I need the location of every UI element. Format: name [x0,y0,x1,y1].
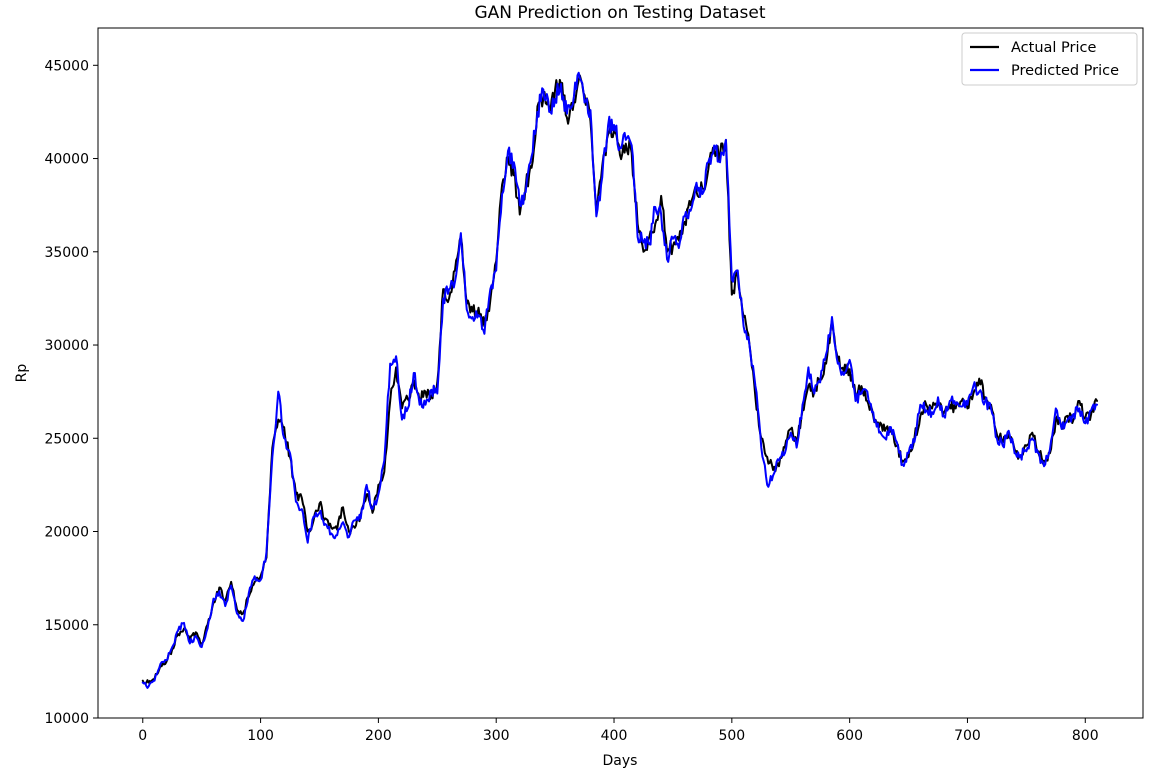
plot-lines [141,71,1099,689]
series-line-predicted-price [141,71,1099,689]
y-tick-label: 35000 [44,245,89,261]
y-tick-label: 10000 [44,711,89,727]
y-axis-label: Rp [14,364,30,383]
x-axis-label: Days [603,753,638,769]
y-tick-label: 40000 [44,152,89,168]
chart-title: GAN Prediction on Testing Dataset [474,3,765,23]
x-tick-label: 500 [718,728,745,744]
x-tick-label: 600 [836,728,863,744]
x-tick-label: 200 [365,728,392,744]
x-tick-label: 0 [138,728,147,744]
y-tick-label: 15000 [44,618,89,634]
x-axis-ticks: 0 100 200 300 400 500 600 700 800 [138,718,1099,744]
y-tick-label: 25000 [44,431,89,447]
legend-label-actual-price: Actual Price [1011,40,1096,56]
x-tick-label: 100 [247,728,274,744]
x-tick-label: 700 [954,728,981,744]
y-axis-ticks: 10000 15000 20000 25000 30000 35000 40000 45000 [44,58,98,727]
x-tick-label: 400 [601,728,628,744]
y-tick-label: 30000 [44,338,89,354]
legend-label-predicted-price: Predicted Price [1011,63,1119,79]
legend: Actual Price Predicted Price [961,32,1138,86]
x-tick-label: 300 [483,728,510,744]
plot-frame [97,27,1144,719]
x-tick-label: 800 [1072,728,1099,744]
legend-box [961,32,1138,86]
y-tick-label: 20000 [44,525,89,541]
y-tick-label: 45000 [44,58,89,74]
